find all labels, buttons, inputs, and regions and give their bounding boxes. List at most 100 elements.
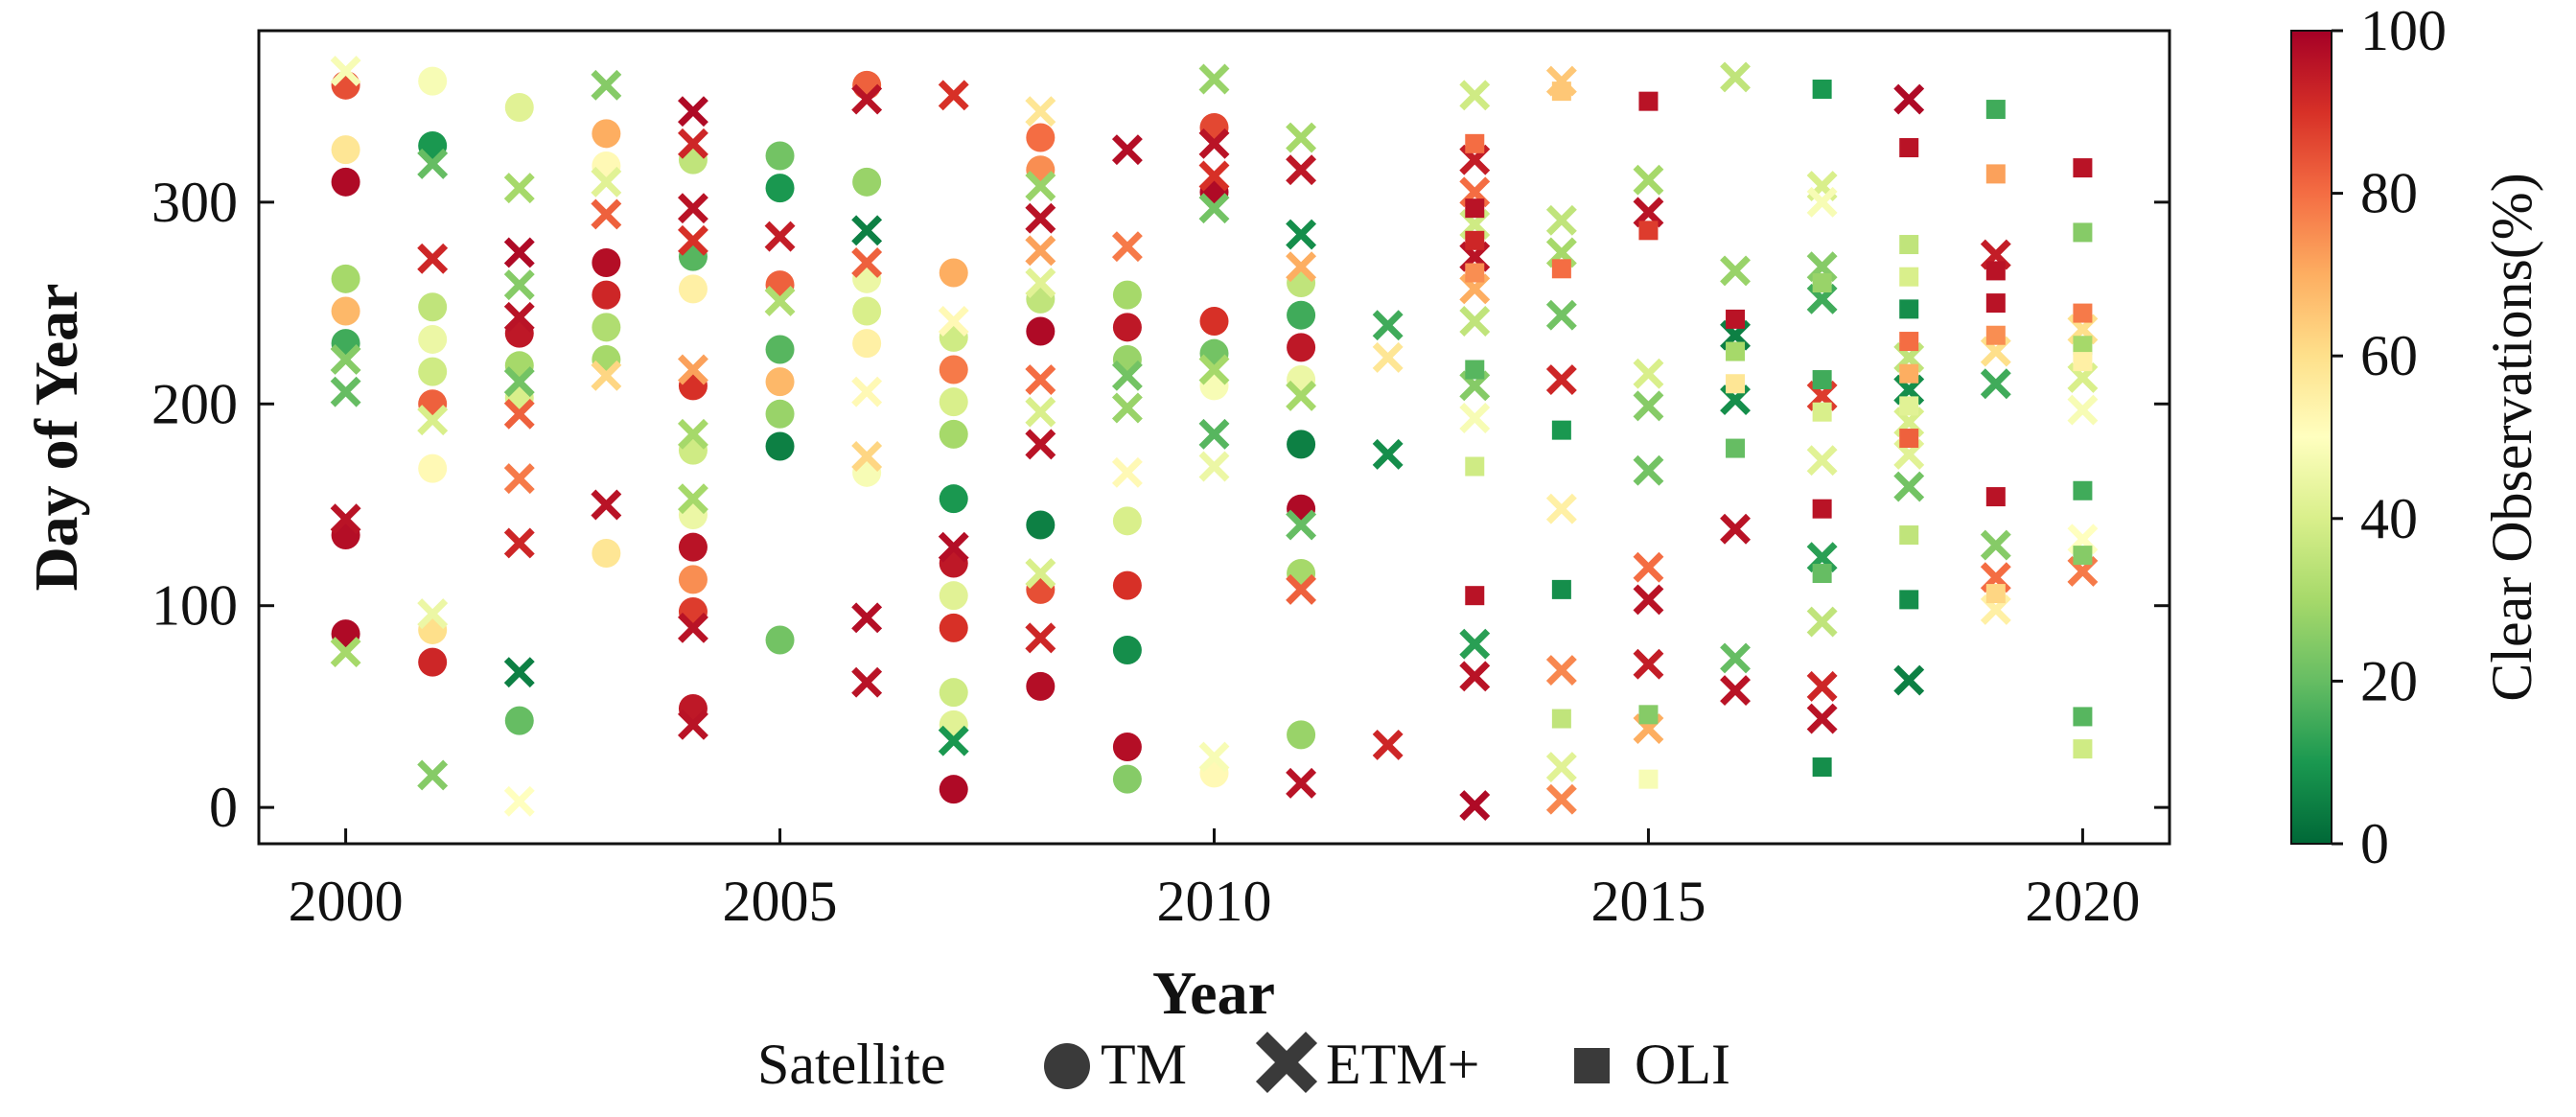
point-tm [939,387,968,417]
point-etm [1198,193,1230,224]
point-etm [1111,360,1143,391]
point-etm [678,483,708,515]
point-etm [678,193,708,224]
point-etm [851,441,883,472]
point-oli [1812,564,1832,584]
x-tick-label: 2015 [1590,870,1706,933]
point-etm [417,243,449,274]
point-tm [765,335,795,364]
point-tm [678,532,708,562]
point-etm [1720,642,1751,674]
point-etm [1372,438,1404,470]
point-etm [1372,729,1404,760]
point-oli [1726,309,1746,329]
point-etm [1286,573,1317,605]
point-etm [1025,622,1056,654]
point-etm [1198,63,1230,95]
point-etm [1025,268,1056,298]
point-etm [503,527,535,559]
point-etm [1893,664,1925,696]
point-etm [1633,551,1664,583]
point-tm [1112,635,1142,664]
point-etm [417,405,449,436]
point-etm [330,376,361,407]
point-etm [1720,61,1751,93]
point-etm [417,759,449,791]
colorbar-tick-label: 0 [2360,812,2389,875]
legend-square-marker-icon [1574,1048,1610,1083]
point-tm [1026,671,1056,701]
point-oli [1638,705,1659,725]
point-oli [1812,370,1832,390]
point-etm [1286,509,1317,541]
point-tm [418,454,448,483]
y-tick-label: 300 [151,171,238,234]
point-etm [1025,96,1056,128]
point-tm [765,625,795,655]
colorbar-tick-label: 40 [2360,487,2418,550]
point-oli [1465,133,1485,153]
point-etm [591,360,622,391]
point-tm [592,313,621,342]
point-oli [1899,332,1919,352]
x-tick-label: 2010 [1157,870,1272,933]
point-tm [939,775,968,804]
point-tm [418,647,448,677]
point-oli [1638,769,1659,789]
point-tm [765,399,795,429]
point-tm [331,135,360,165]
point-oli [2073,222,2093,243]
point-oli [1638,91,1659,111]
colorbar-ticks: 0 20 40 60 80 100 [2332,0,2447,875]
point-tm [939,678,968,708]
point-etm [330,56,361,87]
point-tm [592,247,621,277]
point-oli [1551,579,1571,599]
point-tm [1287,300,1316,330]
point-oli [1985,487,2006,507]
point-etm [1459,628,1491,660]
point-etm [503,366,535,398]
point-etm [591,489,622,521]
point-tm [939,581,968,611]
y-tick-label: 100 [151,574,238,638]
point-etm [1372,341,1404,373]
point-tm [1112,764,1142,794]
legend-x-marker-icon [1255,1031,1318,1094]
point-tm [1026,123,1056,152]
point-tm [592,119,621,149]
point-tm [331,264,360,293]
point-etm [1806,445,1838,477]
point-oli [1899,267,1919,287]
point-tm [418,324,448,354]
point-etm [503,173,535,204]
point-oli [1985,261,2006,281]
point-etm [1545,364,1577,395]
point-oli [1899,138,1919,158]
point-oli [1899,363,1919,384]
point-etm [678,96,708,128]
point-etm [1198,741,1230,773]
colorbar-title: Clear Observations(%) [2480,173,2543,701]
point-tm [1287,720,1316,750]
colorbar-tick-label: 20 [2360,649,2418,712]
point-oli [1551,709,1571,729]
point-etm [503,463,535,495]
point-etm [1025,429,1056,460]
point-etm [1806,670,1838,702]
point-etm [1286,154,1317,186]
point-etm [1633,358,1664,389]
point-etm [1545,655,1577,686]
point-etm [1633,197,1664,228]
point-etm [938,531,969,563]
point-etm [1459,306,1491,337]
point-etm [938,725,969,756]
point-etm [1459,661,1491,692]
point-etm [1545,783,1577,815]
point-oli [1985,584,2006,604]
point-etm [851,666,883,698]
point-etm [1459,80,1491,111]
point-etm [678,709,708,740]
point-oli [1899,525,1919,546]
point-oli [1812,402,1832,422]
